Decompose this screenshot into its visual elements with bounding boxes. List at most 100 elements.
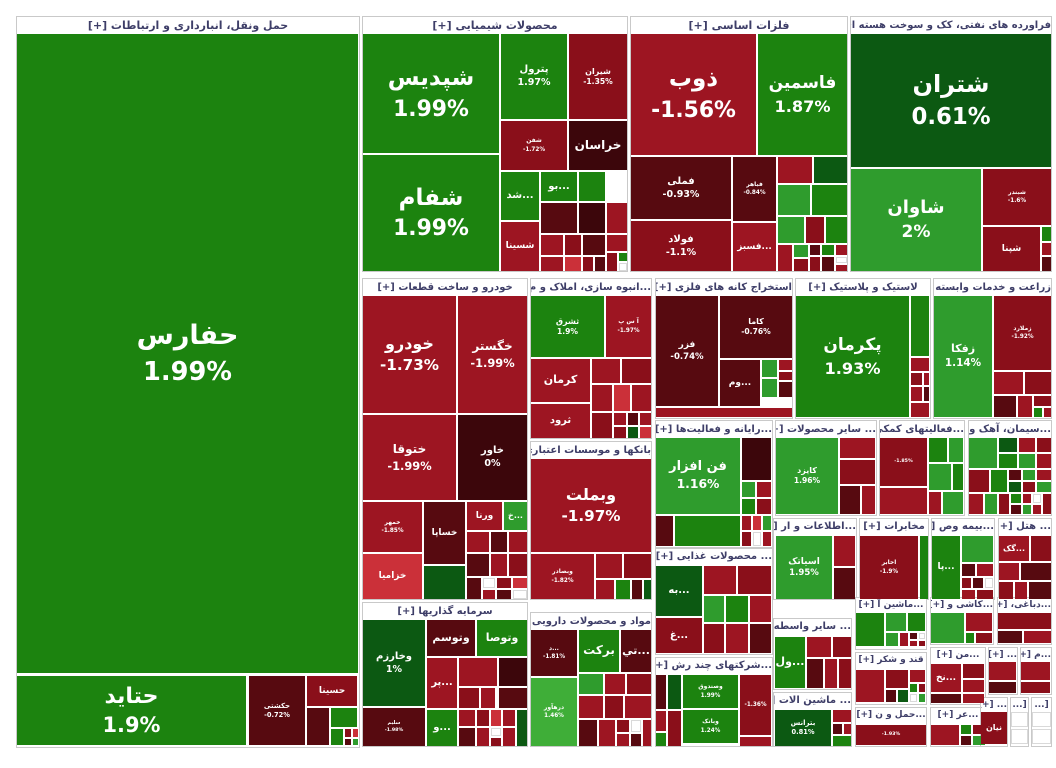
treemap-tile-chemicals-3[interactable]: شیران -1.35%: [569, 34, 627, 119]
treemap-tile-investments-1[interactable]: وتوسم: [427, 620, 475, 656]
treemap-tile[interactable]: [497, 590, 511, 599]
treemap-tile-automotive-2[interactable]: ختوقا -1.99%: [363, 415, 456, 500]
treemap-tile-misc-4-0[interactable]: نیان: [981, 712, 1007, 744]
treemap-tile[interactable]: [962, 590, 975, 599]
treemap-tile[interactable]: [840, 438, 875, 458]
treemap-tile[interactable]: [973, 736, 985, 745]
treemap-tile[interactable]: [1029, 582, 1051, 599]
treemap-tile-metal-mining-2[interactable]: ...وم: [720, 360, 760, 406]
treemap-tile[interactable]: [886, 670, 908, 688]
treemap-tile[interactable]: [592, 359, 620, 383]
treemap-tile[interactable]: [595, 257, 605, 271]
treemap-tile[interactable]: [969, 470, 989, 492]
treemap-tile[interactable]: [919, 641, 925, 646]
treemap-tile-banks-1[interactable]: وبصادر -1.82%: [531, 554, 594, 599]
treemap-tile[interactable]: [826, 217, 847, 243]
treemap-tile[interactable]: [353, 729, 358, 737]
sector-title-sugar[interactable]: قند و شکر [+]: [856, 653, 926, 668]
treemap-tile[interactable]: [794, 259, 808, 271]
treemap-tile[interactable]: [1023, 470, 1035, 480]
sector-title-food-products[interactable]: ... محصولات غذایی [+]: [656, 549, 772, 565]
treemap-tile[interactable]: [929, 492, 941, 514]
treemap-tile[interactable]: [640, 413, 651, 425]
treemap-tile-investments-10[interactable]: ...و: [427, 710, 457, 746]
treemap-tile[interactable]: [1037, 482, 1051, 492]
treemap-tile[interactable]: [1033, 505, 1041, 514]
treemap-tile-automotive-0[interactable]: خودرو -1.73%: [363, 296, 456, 413]
treemap-tile[interactable]: [856, 670, 884, 702]
treemap-tile-chemicals-0[interactable]: شپدیس 1.99%: [363, 34, 499, 153]
treemap-tile[interactable]: [491, 554, 507, 576]
treemap-tile[interactable]: [931, 613, 964, 643]
treemap-tile-rubber-plastic-0[interactable]: پکرمان 1.93%: [796, 296, 909, 417]
treemap-tile[interactable]: [810, 245, 820, 255]
treemap-tile[interactable]: [886, 690, 896, 702]
treemap-tile-insurance-0[interactable]: ...پا: [932, 536, 960, 599]
treemap-tile[interactable]: [509, 554, 527, 576]
sector-title-basic-metals[interactable]: فلزات اساسی [+]: [631, 17, 847, 34]
treemap-tile[interactable]: [910, 670, 925, 682]
sector-title-auxiliary-activities[interactable]: ...فعالیتهای کمکی [+]: [880, 421, 964, 438]
treemap-tile[interactable]: [834, 568, 855, 599]
treemap-tile[interactable]: [607, 203, 627, 233]
treemap-tile[interactable]: [579, 696, 603, 718]
treemap-tile[interactable]: [599, 720, 615, 746]
treemap-tile-real-estate-1[interactable]: آ س پ -1.97%: [606, 296, 651, 357]
treemap-tile[interactable]: [999, 582, 1013, 599]
treemap-tile[interactable]: [999, 454, 1017, 468]
treemap-tile[interactable]: [627, 674, 651, 694]
treemap-tile[interactable]: [836, 265, 847, 271]
treemap-tile[interactable]: [989, 682, 1016, 693]
treemap-tile[interactable]: [807, 637, 831, 657]
treemap-tile[interactable]: [962, 578, 971, 588]
treemap-tile[interactable]: [973, 725, 985, 734]
treemap-tile[interactable]: [1021, 662, 1050, 680]
treemap-tile-automotive-8[interactable]: خزامیا: [363, 554, 422, 599]
treemap-tile[interactable]: [491, 738, 501, 746]
treemap-tile-pharma-1[interactable]: برکت: [579, 630, 619, 672]
treemap-tile[interactable]: [822, 245, 834, 255]
treemap-tile[interactable]: [353, 739, 358, 745]
treemap-tile[interactable]: -1.36%: [740, 675, 771, 735]
treemap-tile[interactable]: [963, 694, 984, 703]
treemap-tile-banks-0[interactable]: وبملت -1.97%: [531, 459, 651, 552]
treemap-tile[interactable]: [619, 253, 627, 261]
treemap-tile[interactable]: [726, 596, 748, 622]
treemap-tile[interactable]: [605, 696, 623, 718]
treemap-tile[interactable]: [833, 724, 842, 734]
treemap-tile[interactable]: [778, 185, 810, 215]
treemap-tile[interactable]: [999, 494, 1009, 514]
treemap-tile[interactable]: [931, 725, 959, 745]
treemap-tile[interactable]: [579, 720, 597, 746]
treemap-tile-hotel-0[interactable]: ...گک: [999, 536, 1029, 561]
treemap-tile[interactable]: [961, 736, 971, 745]
sector-title-oil-products[interactable]: فراورده های نفتی، کک و سوخت هسته ای [+]: [851, 17, 1051, 34]
treemap-tile[interactable]: [753, 516, 761, 530]
treemap-tile-investments-9[interactable]: سلیم -1.98%: [363, 708, 425, 746]
treemap-tile[interactable]: [742, 499, 755, 514]
treemap-tile-oil-products-2[interactable]: شبندر -1.6%: [983, 169, 1051, 225]
treemap-tile-metal-mining-1[interactable]: کاما -0.76%: [720, 296, 792, 358]
treemap-tile[interactable]: [750, 596, 771, 622]
treemap-tile-automotive-7[interactable]: ...خ: [504, 502, 527, 530]
treemap-tile[interactable]: [836, 245, 847, 255]
treemap-tile-basic-metals-5[interactable]: ...فسبز: [733, 223, 776, 271]
treemap-tile[interactable]: [757, 482, 771, 497]
treemap-tile[interactable]: [565, 257, 581, 271]
treemap-tile[interactable]: [962, 564, 975, 576]
sector-title-telecom[interactable]: مخابرات [+]: [860, 519, 928, 535]
treemap-tile-chemicals-9[interactable]: شسینا: [501, 222, 539, 271]
treemap-tile[interactable]: [497, 578, 511, 588]
treemap-tile[interactable]: [742, 532, 751, 546]
treemap-tile[interactable]: [459, 658, 497, 686]
treemap-tile-metal-mining-0[interactable]: فزر -0.74%: [656, 296, 718, 406]
treemap-tile[interactable]: [481, 688, 495, 708]
treemap-tile[interactable]: [985, 494, 997, 514]
treemap-tile[interactable]: [1009, 482, 1021, 492]
treemap-tile-investments-0[interactable]: وخارزم 1%: [363, 620, 425, 706]
treemap-tile-chemicals-1[interactable]: شفام 1.99%: [363, 155, 499, 271]
treemap-tile[interactable]: [617, 720, 629, 732]
treemap-tile[interactable]: [656, 516, 673, 546]
treemap-tile[interactable]: [998, 613, 1051, 629]
sector-title-road-transport[interactable]: ...حمل و ن [+]: [856, 708, 926, 723]
